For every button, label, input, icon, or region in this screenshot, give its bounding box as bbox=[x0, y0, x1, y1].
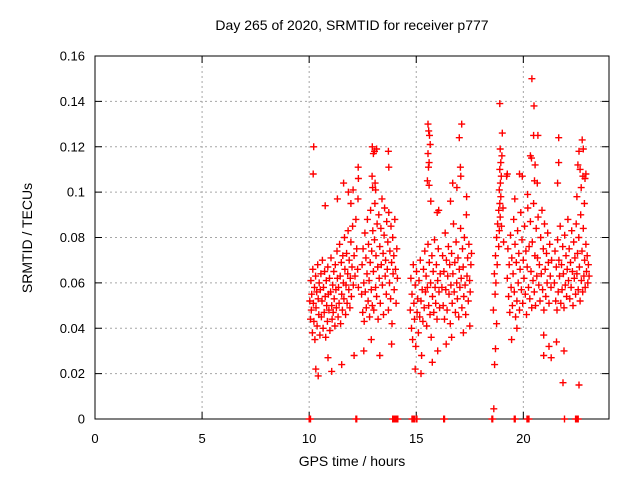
y-tick-label: 0 bbox=[78, 412, 85, 427]
x-tick-labels: 0 5 10 15 20 bbox=[91, 431, 530, 446]
y-tick-label: 0.08 bbox=[60, 230, 85, 245]
y-tick-label: 0.14 bbox=[60, 94, 85, 109]
y-tick-label: 0.1 bbox=[67, 185, 85, 200]
x-axis-title: GPS time / hours bbox=[298, 453, 406, 469]
y-tick-label: 0.04 bbox=[60, 321, 85, 336]
chart-title: Day 265 of 2020, SRMTID for receiver p77… bbox=[215, 17, 489, 33]
x-tick-label: 20 bbox=[516, 431, 530, 446]
x-tick-label: 0 bbox=[91, 431, 98, 446]
x-tick-label: 15 bbox=[409, 431, 423, 446]
gridlines bbox=[95, 56, 609, 419]
y-tick-label: 0.16 bbox=[60, 49, 85, 64]
axis-ticks bbox=[94, 55, 609, 420]
x-tick-label: 10 bbox=[302, 431, 316, 446]
y-tick-label: 0.06 bbox=[60, 275, 85, 290]
y-tick-label: 0.02 bbox=[60, 366, 85, 381]
y-tick-label: 0.12 bbox=[60, 139, 85, 154]
x-tick-label: 5 bbox=[198, 431, 205, 446]
y-tick-labels: 0 0.02 0.04 0.06 0.08 0.1 0.12 0.14 0.16 bbox=[60, 49, 85, 427]
y-axis-title: SRMTID / TECUs bbox=[19, 182, 35, 294]
scatter-points bbox=[305, 75, 593, 423]
